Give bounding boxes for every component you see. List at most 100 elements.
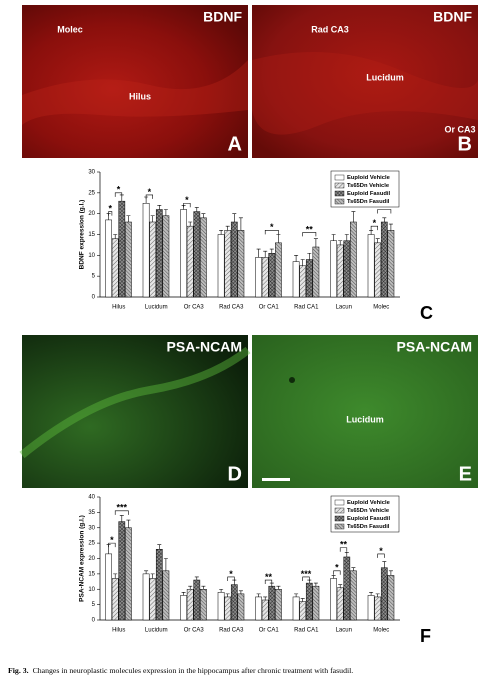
stain-label: BDNF: [203, 9, 242, 25]
bar-hatch: [231, 584, 238, 620]
y-tick-label: 30: [88, 170, 95, 176]
bar-hatch: [268, 253, 275, 297]
significance: ***: [301, 569, 312, 579]
error-bar: [344, 552, 349, 557]
significance: ***: [117, 503, 128, 513]
error-bar: [294, 255, 299, 262]
bar: [330, 240, 337, 298]
bar: [180, 595, 187, 621]
y-tick-label: 20: [88, 211, 95, 217]
y-tick-label: 10: [88, 253, 95, 259]
significance: *: [335, 563, 339, 573]
legend-label: Ts65Dn Fasudil: [347, 524, 390, 530]
bar-hatch: [350, 222, 357, 297]
bracket: [339, 547, 348, 552]
x-tick-label: Or CA1: [259, 628, 280, 634]
error-bar: [313, 582, 318, 587]
bar-hatch: [112, 578, 119, 620]
error-bar: [269, 248, 274, 254]
error-bar: [238, 217, 243, 231]
bar-hatch: [343, 556, 350, 620]
y-axis-label: BDNF expression (g.l.): [79, 200, 86, 270]
y-tick-label: 40: [88, 495, 95, 501]
error-bar: [194, 576, 199, 581]
y-tick-label: 5: [92, 274, 96, 280]
bar-hatch: [275, 242, 282, 297]
bar-hatch: [306, 583, 313, 620]
caption-label: Fig. 3.: [8, 666, 29, 675]
bar: [367, 234, 375, 298]
bar-hatch: [193, 211, 200, 297]
bar: [255, 257, 262, 298]
bar-hatch: [200, 217, 207, 297]
significance: **: [265, 572, 273, 582]
error-bar: [163, 558, 168, 571]
error-bar: [126, 519, 131, 528]
bracket: [227, 576, 235, 581]
bar-hatch: [187, 589, 194, 620]
significance: **: [306, 224, 314, 234]
error-bar: [344, 234, 349, 241]
legend-label: Ts65Dn Vehicle: [347, 508, 390, 514]
error-bar: [307, 252, 312, 260]
error-bar: [331, 575, 336, 579]
y-axis-label: PSA-NCAM expression (g.l.): [79, 515, 86, 602]
region-label: Molec: [57, 24, 83, 34]
y-tick-label: 10: [88, 587, 95, 593]
legend-label: Euploid Vehicle: [347, 500, 391, 506]
x-tick-label: Hilus: [112, 305, 125, 311]
bar-hatch: [343, 240, 350, 297]
bracket: [183, 202, 191, 208]
y-tick-label: 25: [88, 541, 95, 547]
error-bar: [126, 215, 131, 222]
significance: *: [379, 546, 383, 556]
bar-hatch: [374, 242, 381, 297]
error-bar: [225, 225, 230, 231]
region-label: Lucidum: [366, 72, 404, 82]
bar-hatch: [387, 230, 394, 297]
error-bar: [113, 234, 118, 239]
bar: [217, 234, 225, 298]
y-tick-label: 15: [88, 232, 95, 238]
caption-text: Changes in neuroplastic molecules expres…: [33, 666, 354, 675]
bracket: [377, 209, 392, 214]
error-bar: [157, 205, 162, 210]
texture: [19, 346, 251, 459]
error-bar: [263, 250, 268, 258]
micrograph-d: [22, 335, 248, 488]
region-label: Hilus: [129, 91, 151, 101]
scale-bar: [262, 478, 290, 481]
y-tick-label: 15: [88, 571, 95, 577]
bar-hatch: [237, 593, 244, 620]
error-bar: [375, 593, 380, 597]
error-bar: [150, 215, 155, 222]
x-tick-label: Or CA3: [184, 305, 205, 311]
texture: [252, 52, 478, 135]
error-bar: [113, 573, 118, 579]
x-tick-label: Lucidum: [145, 305, 168, 311]
error-bar: [201, 213, 206, 218]
bar-hatch: [312, 586, 319, 620]
bar-hatch: [381, 567, 388, 620]
bracket: [370, 225, 378, 231]
bracket: [264, 579, 273, 585]
bar-hatch: [125, 527, 132, 620]
significance: *: [110, 535, 114, 545]
error-bar: [382, 217, 387, 222]
bar-hatch: [118, 201, 125, 297]
significance: *: [270, 222, 274, 232]
region-label: Lucidum: [346, 414, 384, 424]
bar-hatch: [118, 521, 125, 620]
error-bar: [276, 234, 281, 243]
legend-label: Euploid Vehicle: [347, 175, 391, 181]
error-bar: [338, 584, 343, 588]
bar-hatch: [387, 575, 394, 620]
significance: *: [148, 187, 152, 197]
bar-hatch: [162, 215, 169, 297]
bar-hatch: [299, 601, 306, 620]
region-label: Rad CA3: [311, 24, 349, 34]
y-tick-label: 30: [88, 525, 95, 531]
error-bar: [382, 561, 387, 568]
bar: [180, 209, 187, 298]
bracket: [108, 211, 113, 216]
